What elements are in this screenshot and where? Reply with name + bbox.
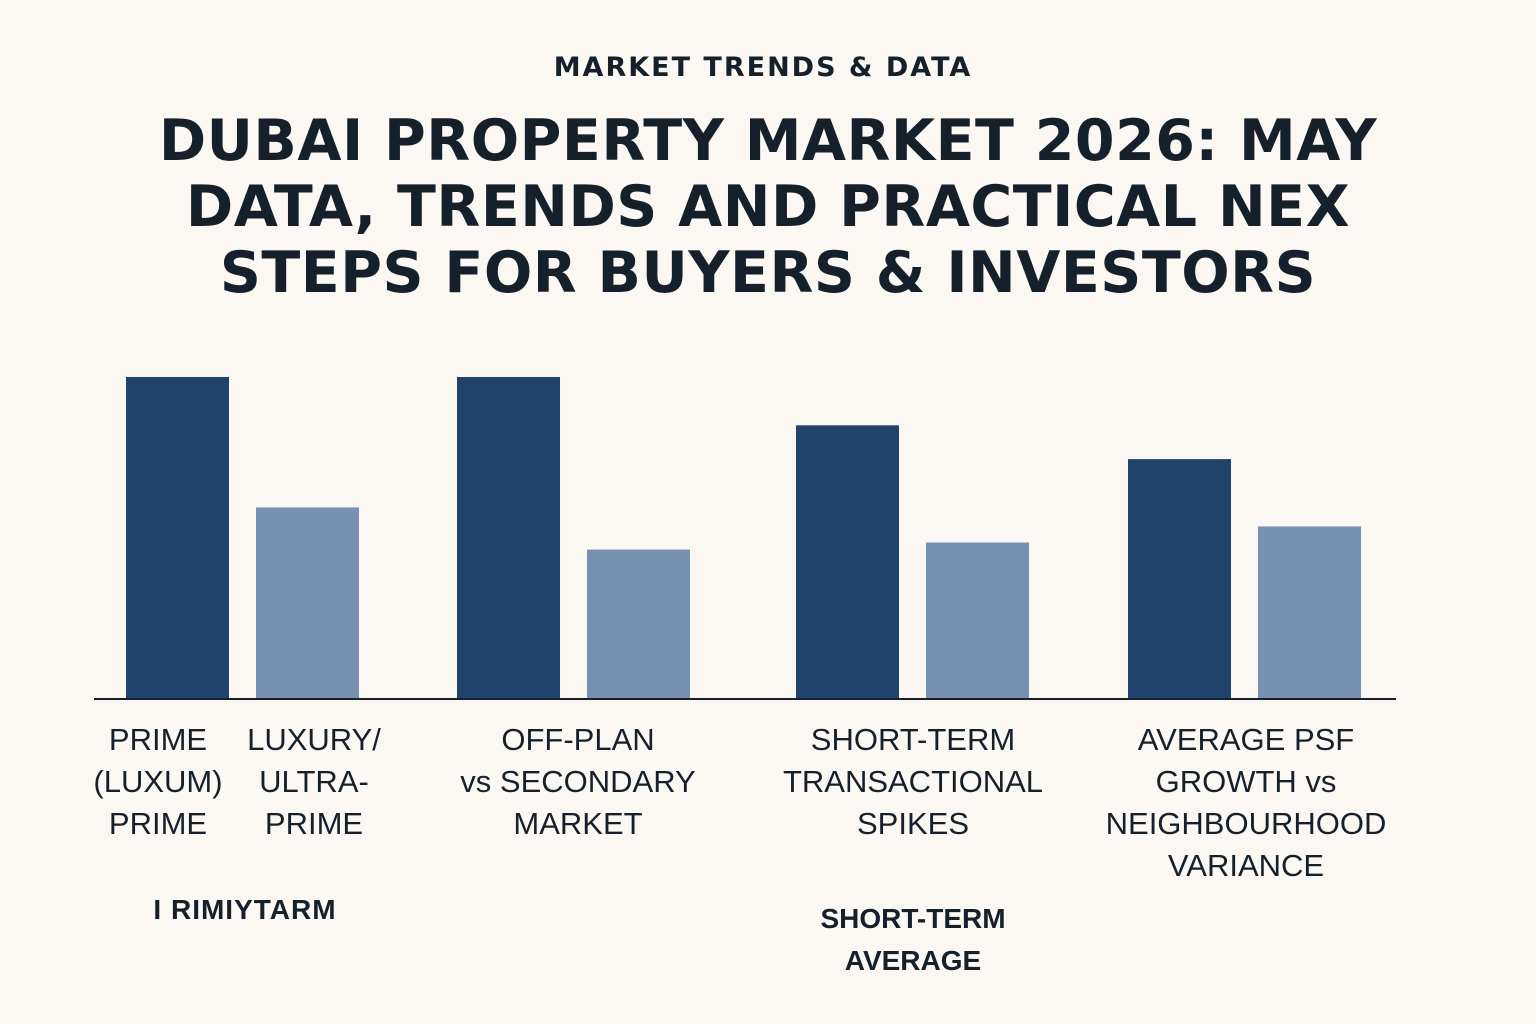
note-line: AVERAGE [844,945,982,976]
bar-off-plan-light [587,549,690,699]
label-average-psf: AVERAGE PSF GROWTH vs NEIGHBOURHOOD VARI… [1086,719,1406,887]
label-line: AVERAGE PSF [1137,722,1355,757]
label-line: MARKET [513,806,643,841]
label-line: VARIANCE [1167,848,1325,883]
bar-short-term-dark [796,425,899,699]
bar-prime-luxury-light [256,507,359,699]
label-line: TRANSACTIONAL [782,764,1044,799]
label-line: vs SECONDARY [460,764,696,799]
bar-off-plan-dark [457,377,560,699]
label-line: NEIGHBOURHOOD [1105,806,1387,841]
note-line: I RIMIYTARM [153,894,337,925]
label-line: PRIME [108,722,208,757]
label-line: PRIME [264,806,364,841]
eyebrow-heading: MARKET TRENDS & DATA [553,52,973,83]
prime-term-note: I RIMIYTARM [110,888,380,932]
bar-short-term-light [926,542,1029,699]
title-line-1: DUBAI PROPERTY MARKET 2026: MAY [158,108,1378,174]
label-off-plan: OFF-PLAN vs SECONDARY MARKET [440,719,716,845]
bar-prime-luxury-dark [126,377,229,699]
note-line: SHORT-TERM [820,903,1006,934]
label-line: OFF-PLAN [501,722,655,757]
label-short-term: SHORT-TERM TRANSACTIONAL SPIKES [760,719,1066,845]
label-line: SHORT-TERM [810,722,1016,757]
bar-average-psf-dark [1128,459,1231,699]
label-prime-luxum: PRIME (LUXUM) PRIME [88,719,228,845]
label-line: SPIKES [857,806,969,841]
title-line-3: STEPS FOR BUYERS & INVESTORS [219,240,1317,306]
label-line: GROWTH vs [1155,764,1337,799]
label-line: (LUXUM) [93,764,223,799]
label-luxury-ultra-prime: LUXURY/ ULTRA- PRIME [236,719,392,845]
label-line: ULTRA- [259,764,369,799]
title-line-2: DATA, TRENDS AND PRACTICAL NEX [185,174,1351,240]
bar-average-psf-light [1258,526,1361,699]
page-title: DUBAI PROPERTY MARKET 2026: MAY DATA, TR… [110,108,1426,306]
label-line: LUXURY/ [247,722,381,757]
short-term-average-note: SHORT-TERM AVERAGE [780,898,1046,982]
label-line: PRIME [108,806,208,841]
